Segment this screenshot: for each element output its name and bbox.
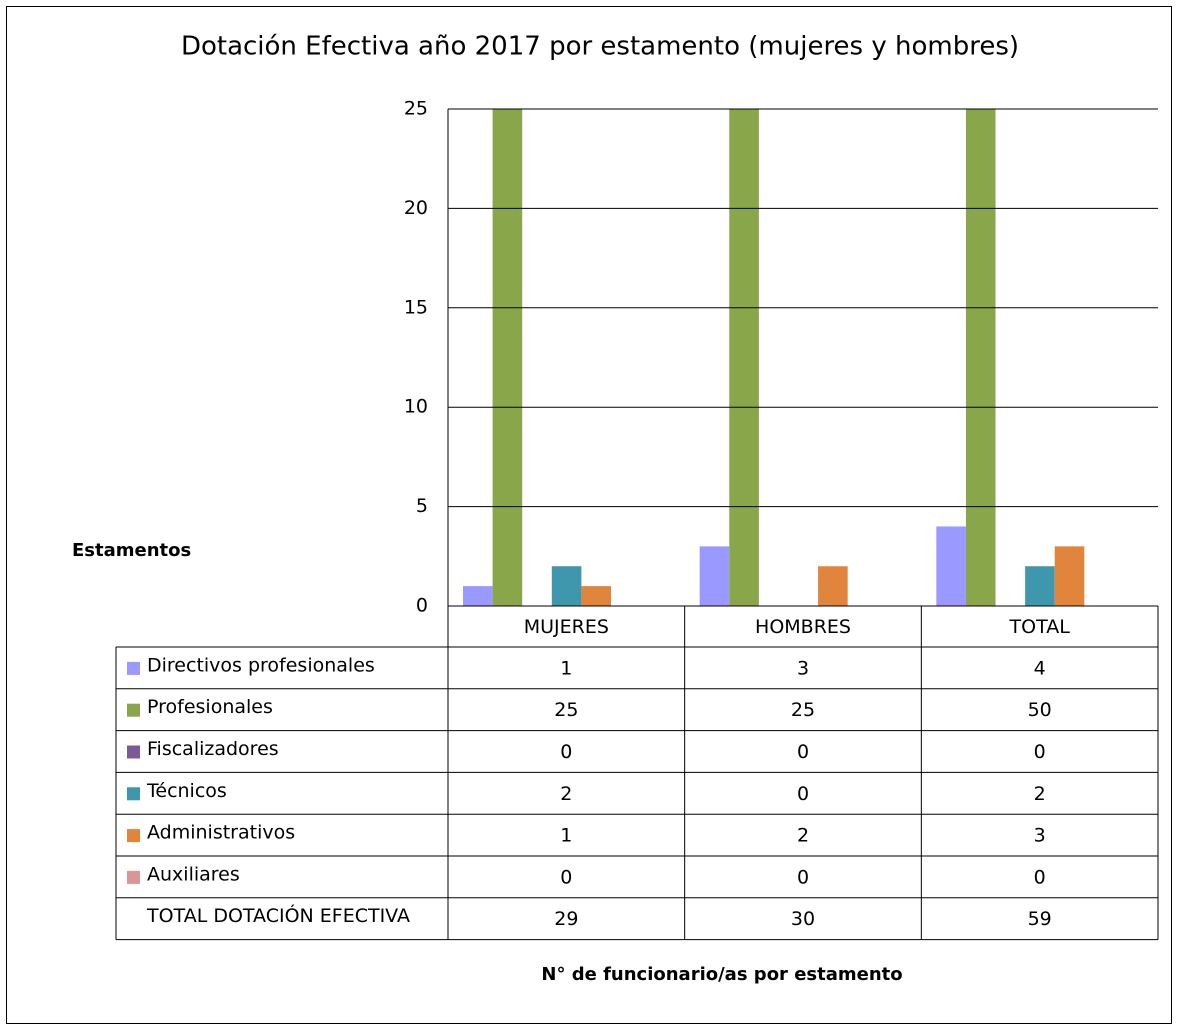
table-cell: 3	[1034, 825, 1046, 847]
legend-label: Administrativos	[147, 822, 295, 844]
bar	[1054, 546, 1085, 606]
table-cell: 59	[1028, 908, 1052, 930]
bar	[1025, 566, 1055, 606]
legend-swatch	[127, 745, 140, 759]
bar	[492, 109, 523, 606]
table-cell: 0	[560, 866, 572, 888]
x-tick-label: MUJERES	[524, 616, 609, 638]
table-cell: 2	[1034, 783, 1046, 805]
bar	[463, 586, 493, 606]
table-cell: 29	[554, 908, 578, 930]
table-cell: 0	[560, 741, 572, 763]
y-tick-label: 10	[404, 396, 428, 418]
legend-label: Técnicos	[146, 780, 227, 802]
bar	[551, 566, 582, 606]
table-cell: 3	[797, 657, 809, 679]
legend-label: Directivos profesionales	[147, 654, 375, 676]
table-cell: 0	[1034, 741, 1046, 763]
bar	[936, 526, 966, 606]
bar	[729, 109, 759, 606]
x-tick-label: HOMBRES	[755, 616, 851, 638]
x-axis-label: N° de funcionario/as por estamento	[541, 964, 902, 985]
table-cell: 2	[797, 825, 809, 847]
legend-swatch	[127, 703, 140, 717]
legend-swatch	[127, 829, 140, 843]
frame	[6, 6, 1172, 1024]
legend-swatch	[127, 870, 140, 884]
table-cell: 0	[797, 783, 809, 805]
table-cell: 2	[560, 783, 572, 805]
table-cell: 4	[1034, 657, 1046, 679]
y-tick-label: 15	[404, 296, 428, 318]
table-cell: 1	[560, 657, 572, 679]
legend-swatch	[127, 787, 140, 801]
y-tick-label: 25	[404, 98, 428, 120]
y-tick-label: 0	[416, 595, 428, 617]
bar	[818, 566, 848, 606]
bar	[699, 546, 730, 606]
legend-label: Fiscalizadores	[147, 738, 279, 760]
y-axis-label: Estamentos	[72, 540, 191, 561]
x-tick-label: TOTAL	[1009, 616, 1071, 638]
legend-label: Profesionales	[147, 696, 273, 718]
table-cell: 30	[791, 908, 815, 930]
bar	[965, 109, 996, 606]
y-tick-label: 20	[404, 197, 428, 219]
table-cell: 0	[797, 741, 809, 763]
plot-area	[463, 109, 1085, 606]
table-cell: 50	[1028, 699, 1052, 721]
table-cell: 0	[797, 866, 809, 888]
chart-title: Dotación Efectiva año 2017 por estamento…	[181, 32, 1019, 62]
y-tick-label: 5	[416, 495, 428, 517]
table-cell: 25	[791, 699, 815, 721]
table-cell: 1	[560, 825, 572, 847]
legend-label: Auxiliares	[147, 863, 240, 885]
table-cell: 25	[554, 699, 578, 721]
bar	[581, 586, 611, 606]
total-label: TOTAL DOTACIÓN EFECTIVA	[146, 903, 410, 927]
table-cell: 0	[1034, 866, 1046, 888]
legend-swatch	[127, 661, 140, 675]
